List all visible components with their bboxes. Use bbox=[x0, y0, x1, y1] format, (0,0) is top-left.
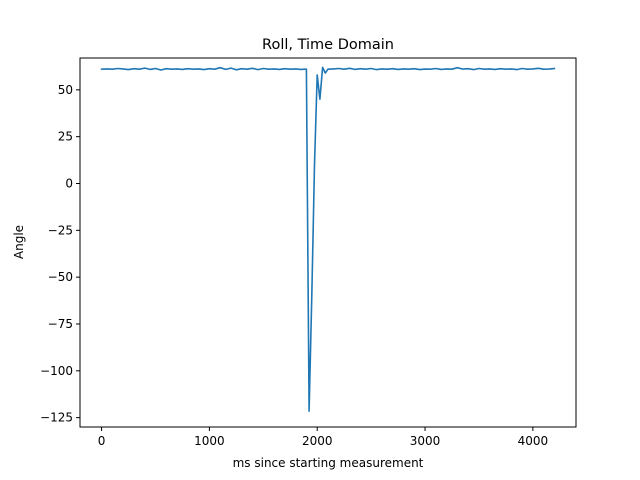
plot-area bbox=[100, 66, 556, 412]
x-axis: 0 1000 2000 3000 4000 bbox=[98, 427, 548, 448]
axes-frame bbox=[79, 57, 577, 428]
y-axis: −125 −100 −75 −50 −25 0 25 50 bbox=[40, 83, 80, 425]
y-tick-label: 0 bbox=[65, 176, 73, 190]
x-tick-label: 1000 bbox=[194, 434, 225, 448]
x-tick-label: 2000 bbox=[302, 434, 333, 448]
y-tick-label: −125 bbox=[40, 411, 73, 425]
series-line-0 bbox=[100, 66, 556, 412]
x-axis-label: ms since starting measurement bbox=[233, 456, 424, 470]
y-tick-label: −25 bbox=[48, 223, 73, 237]
y-tick-label: −100 bbox=[40, 364, 73, 378]
x-tick-label: 0 bbox=[98, 434, 106, 448]
y-axis-label: Angle bbox=[12, 225, 26, 259]
y-tick-label: 50 bbox=[58, 83, 73, 97]
y-tick-label: −50 bbox=[48, 270, 73, 284]
chart-title: Roll, Time Domain bbox=[262, 37, 394, 53]
y-tick-label: −75 bbox=[48, 317, 73, 331]
x-tick-label: 3000 bbox=[410, 434, 441, 448]
y-tick-label: 25 bbox=[58, 130, 73, 144]
x-tick-label: 4000 bbox=[518, 434, 549, 448]
